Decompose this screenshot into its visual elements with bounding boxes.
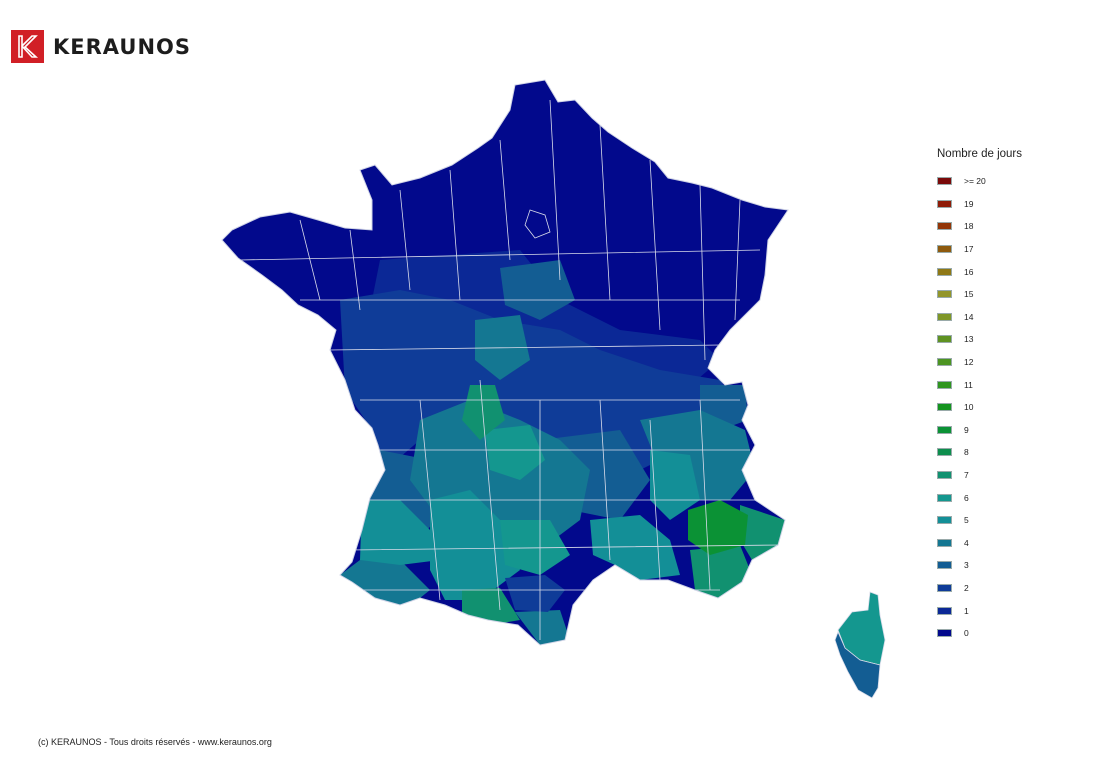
legend-swatch	[937, 267, 952, 276]
legend-swatch	[937, 606, 952, 615]
legend-swatch	[937, 222, 952, 231]
legend-swatch	[937, 516, 952, 525]
legend-item: 3	[937, 554, 1022, 577]
legend-label: 0	[964, 628, 969, 639]
legend-label: 1	[964, 605, 969, 616]
legend-label: 16	[964, 266, 974, 277]
department-borders	[239, 99, 781, 640]
legend-swatch	[937, 493, 952, 502]
legend-item: 12	[937, 351, 1022, 374]
legend-item: 1	[937, 599, 1022, 622]
mainland-outline	[221, 79, 789, 646]
region-value-9	[688, 500, 748, 555]
legend-label: >= 20	[964, 176, 986, 187]
legend-swatch	[937, 177, 952, 186]
legend-swatch	[937, 312, 952, 321]
legend-label: 11	[964, 379, 973, 390]
legend-label: 13	[964, 334, 974, 345]
legend-swatch	[937, 561, 952, 570]
legend-item: 8	[937, 441, 1022, 464]
copyright-footer: (c) KERAUNOS - Tous droits réservés - ww…	[38, 737, 272, 747]
keraunos-logo-icon	[11, 30, 44, 63]
legend-label: 9	[964, 424, 969, 435]
legend-item: 6	[937, 486, 1022, 509]
legend-label: 3	[964, 560, 969, 571]
legend-item: 0	[937, 622, 1022, 645]
legend-item: 4	[937, 532, 1022, 555]
legend-item: 15	[937, 283, 1022, 306]
legend-items: >= 20 19 18 17 16 15 14 13 12 11 10 9 8 7 6 5 4 3 2 1 0	[937, 170, 1022, 644]
legend-item: 13	[937, 328, 1022, 351]
corsica-south	[834, 630, 881, 699]
legend-item: 17	[937, 238, 1022, 261]
legend-swatch	[937, 358, 952, 367]
legend-item: 5	[937, 509, 1022, 532]
legend-swatch	[937, 199, 952, 208]
legend-item: 19	[937, 193, 1022, 216]
legend-label: 2	[964, 582, 969, 593]
legend-label: 12	[964, 357, 974, 368]
legend-swatch	[937, 403, 952, 412]
region-value-3	[500, 260, 575, 320]
legend-item: 16	[937, 260, 1022, 283]
legend-item: 11	[937, 373, 1022, 396]
legend-item: >= 20	[937, 170, 1022, 193]
legend-item: 7	[937, 464, 1022, 487]
legend-label: 19	[964, 198, 974, 209]
legend-label: 8	[964, 447, 969, 458]
legend-label: 10	[964, 402, 974, 413]
legend-swatch	[937, 471, 952, 480]
brand-name: KERAUNOS	[53, 34, 191, 59]
legend-swatch	[937, 629, 952, 638]
legend-label: 6	[964, 492, 969, 503]
region-value-6	[485, 425, 545, 480]
legend-swatch	[937, 448, 952, 457]
legend-label: 7	[964, 470, 969, 481]
legend-swatch	[937, 380, 952, 389]
legend-label: 4	[964, 537, 969, 548]
legend-swatch	[937, 335, 952, 344]
keraunos-logo: KERAUNOS	[11, 30, 191, 63]
legend-label: 17	[964, 244, 974, 255]
legend-title: Nombre de jours	[937, 148, 1023, 160]
legend-item: 9	[937, 419, 1022, 442]
legend-label: 18	[964, 221, 974, 232]
legend-item: 18	[937, 215, 1022, 238]
legend-swatch	[937, 583, 952, 592]
legend-swatch	[937, 425, 952, 434]
legend-label: 14	[964, 311, 974, 322]
legend-label: 5	[964, 515, 969, 526]
region-value-5	[360, 500, 440, 565]
legend-swatch	[937, 538, 952, 547]
legend-item: 10	[937, 396, 1022, 419]
legend-item: 14	[937, 306, 1022, 329]
legend-swatch	[937, 290, 952, 299]
map-legend: Nombre de jours >= 20 19 18 17 16 15 14 13 12 11 1…	[937, 148, 1022, 644]
legend-label: 15	[964, 289, 974, 300]
legend-swatch	[937, 245, 952, 254]
region-value-7	[462, 385, 505, 440]
legend-item: 2	[937, 577, 1022, 600]
